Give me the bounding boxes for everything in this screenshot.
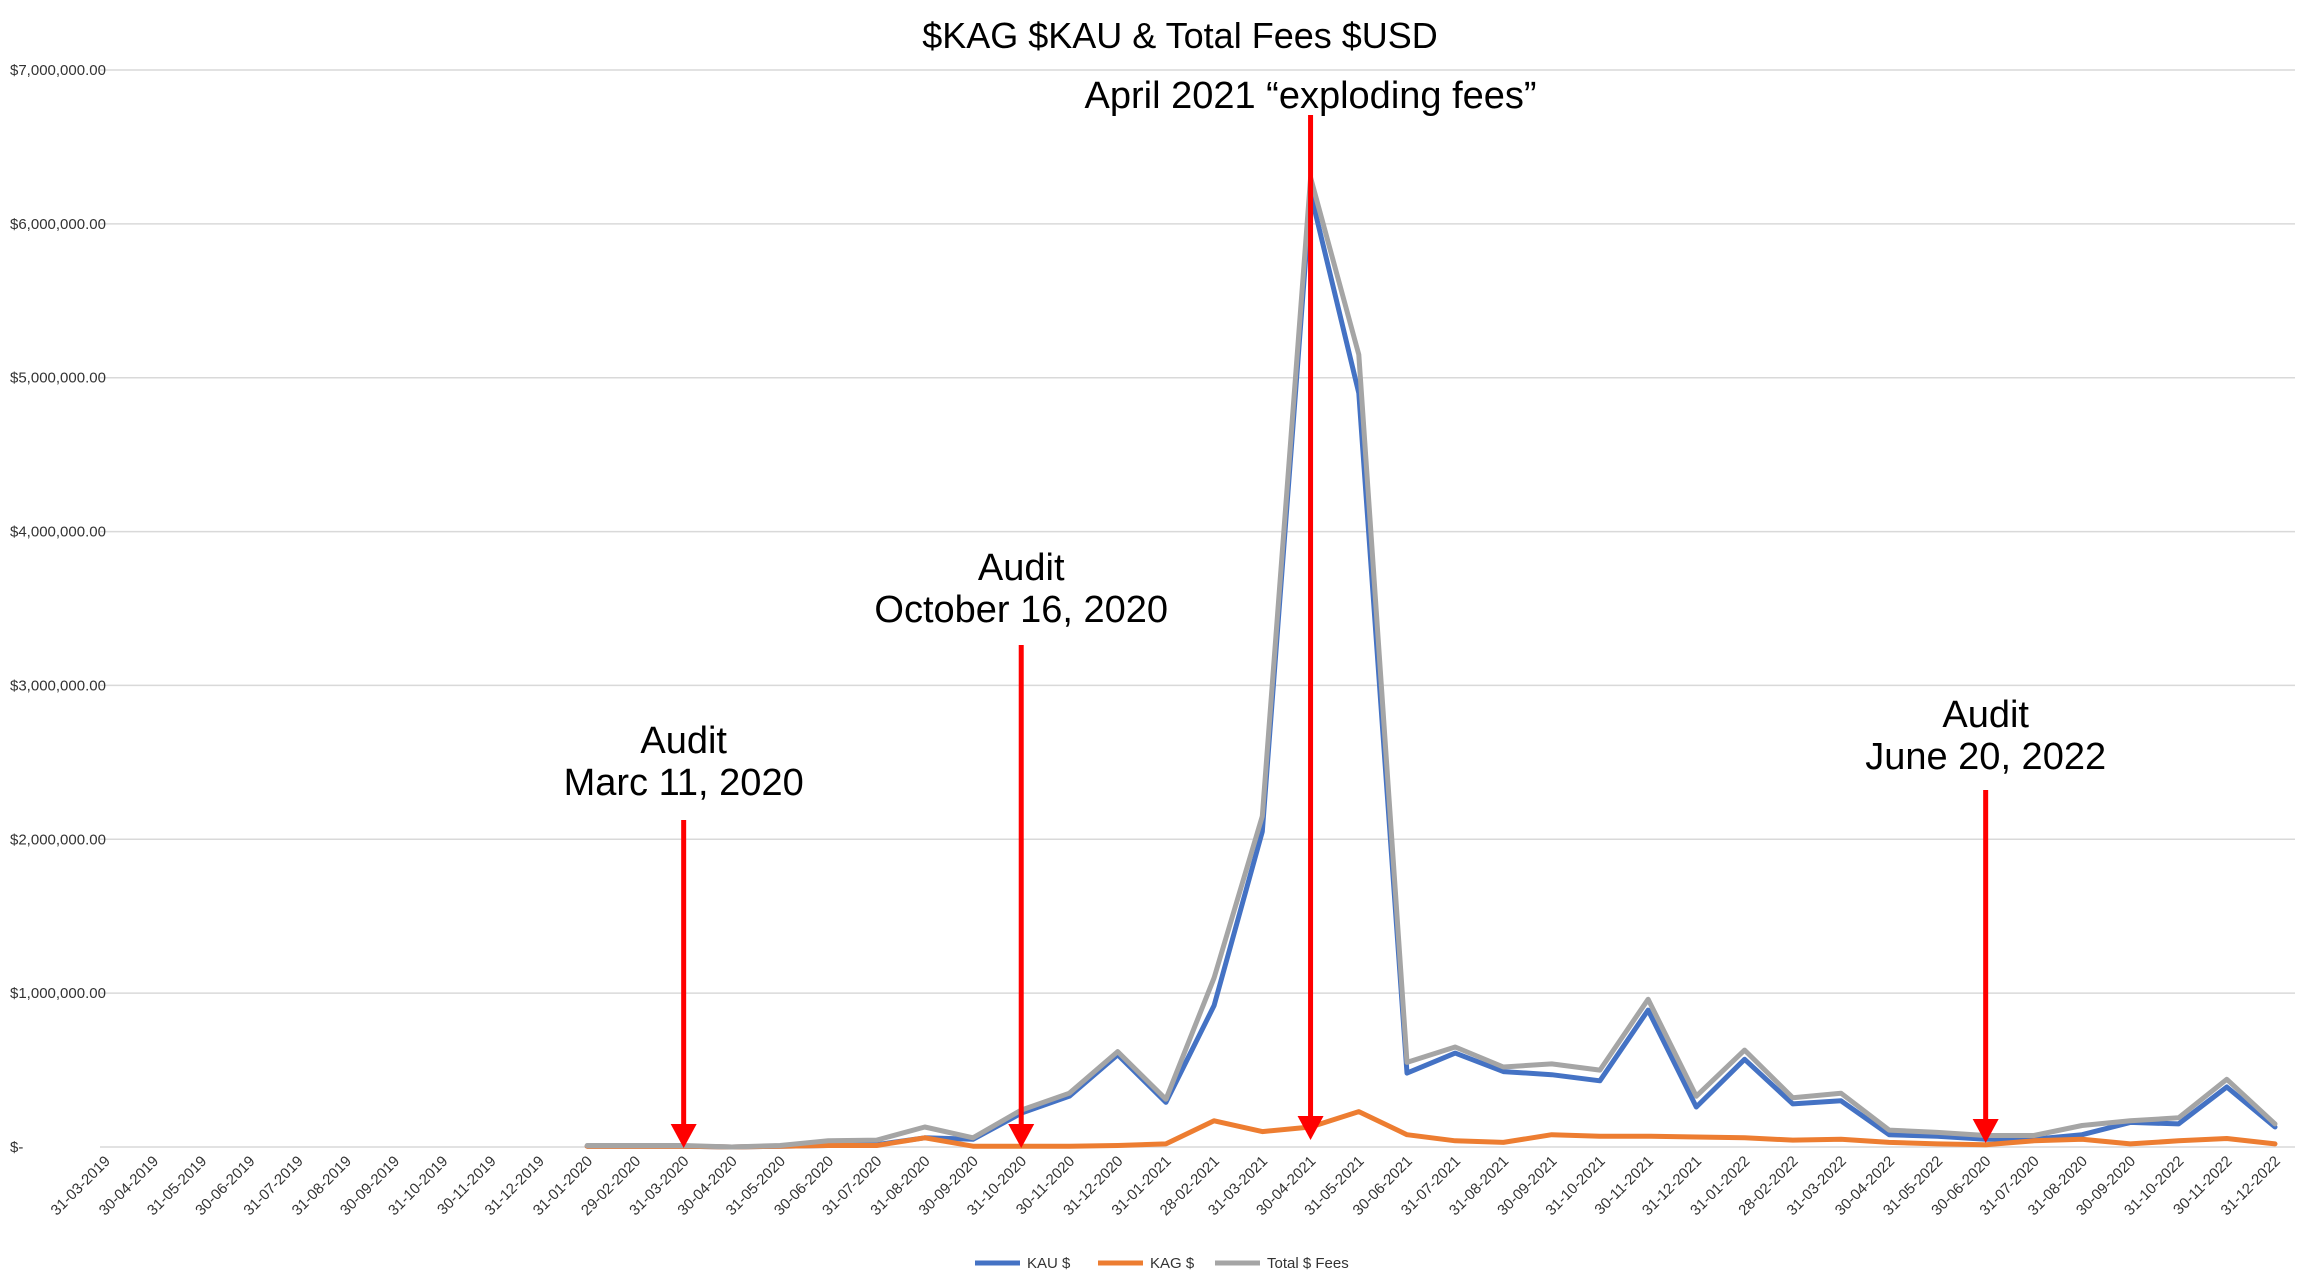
series-lines [584,175,2278,1150]
annotation-text: Audit [640,720,727,762]
y-tick-label: $4,000,000.00 [10,524,106,541]
annotation-text: Marc 11, 2020 [564,762,804,804]
annotation-arrow-head [1297,1116,1324,1140]
y-tick-label: $2,000,000.00 [10,831,106,848]
legend-item-2: Total $ Fees [1215,1255,1349,1272]
annotation-2: April 2021 “exploding fees” [1085,75,1537,1140]
annotation-text: June 20, 2022 [1865,736,2106,778]
annotation-text: Audit [978,547,1065,589]
y-axis-tick-labels: $- $1,000,000.00 $2,000,000.00 $3,000,000.0… [10,62,106,1156]
annotation-arrow-head [1008,1124,1035,1148]
series-line-2 [584,175,2278,1150]
annotation-arrow-head [670,1124,697,1148]
y-tick-label: $7,000,000.00 [10,62,106,79]
legend-item-0: KAU $ [975,1255,1071,1272]
series-line-0 [584,190,2278,1150]
series-2 [584,175,2278,1150]
annotation-text: April 2021 “exploding fees” [1085,75,1537,117]
legend-label: KAG $ [1150,1255,1195,1272]
series-1 [584,1109,2278,1150]
series-0 [584,190,2278,1150]
y-tick-label: $- [10,1139,23,1156]
annotation-text: October 16, 2020 [874,589,1168,631]
y-tick-label: $6,000,000.00 [10,216,106,233]
chart-title: $KAG $KAU & Total Fees $USD [922,15,1438,56]
y-tick-label: $1,000,000.00 [10,985,106,1002]
x-axis-tick-labels: 31-03-201930-04-201931-05-201930-06-2019… [48,1153,2284,1219]
legend-label: Total $ Fees [1267,1255,1349,1272]
series-line-1 [584,1109,2278,1150]
legend: KAU $ KAG $ Total $ Fees [975,1255,1349,1272]
legend-label: KAU $ [1027,1255,1071,1272]
annotation-text: Audit [1942,694,2029,736]
gridlines [100,69,2295,1148]
y-tick-label: $5,000,000.00 [10,370,106,387]
y-tick-label: $3,000,000.00 [10,677,106,694]
legend-item-1: KAG $ [1098,1255,1195,1272]
annotation-arrow-head [1972,1119,1999,1143]
